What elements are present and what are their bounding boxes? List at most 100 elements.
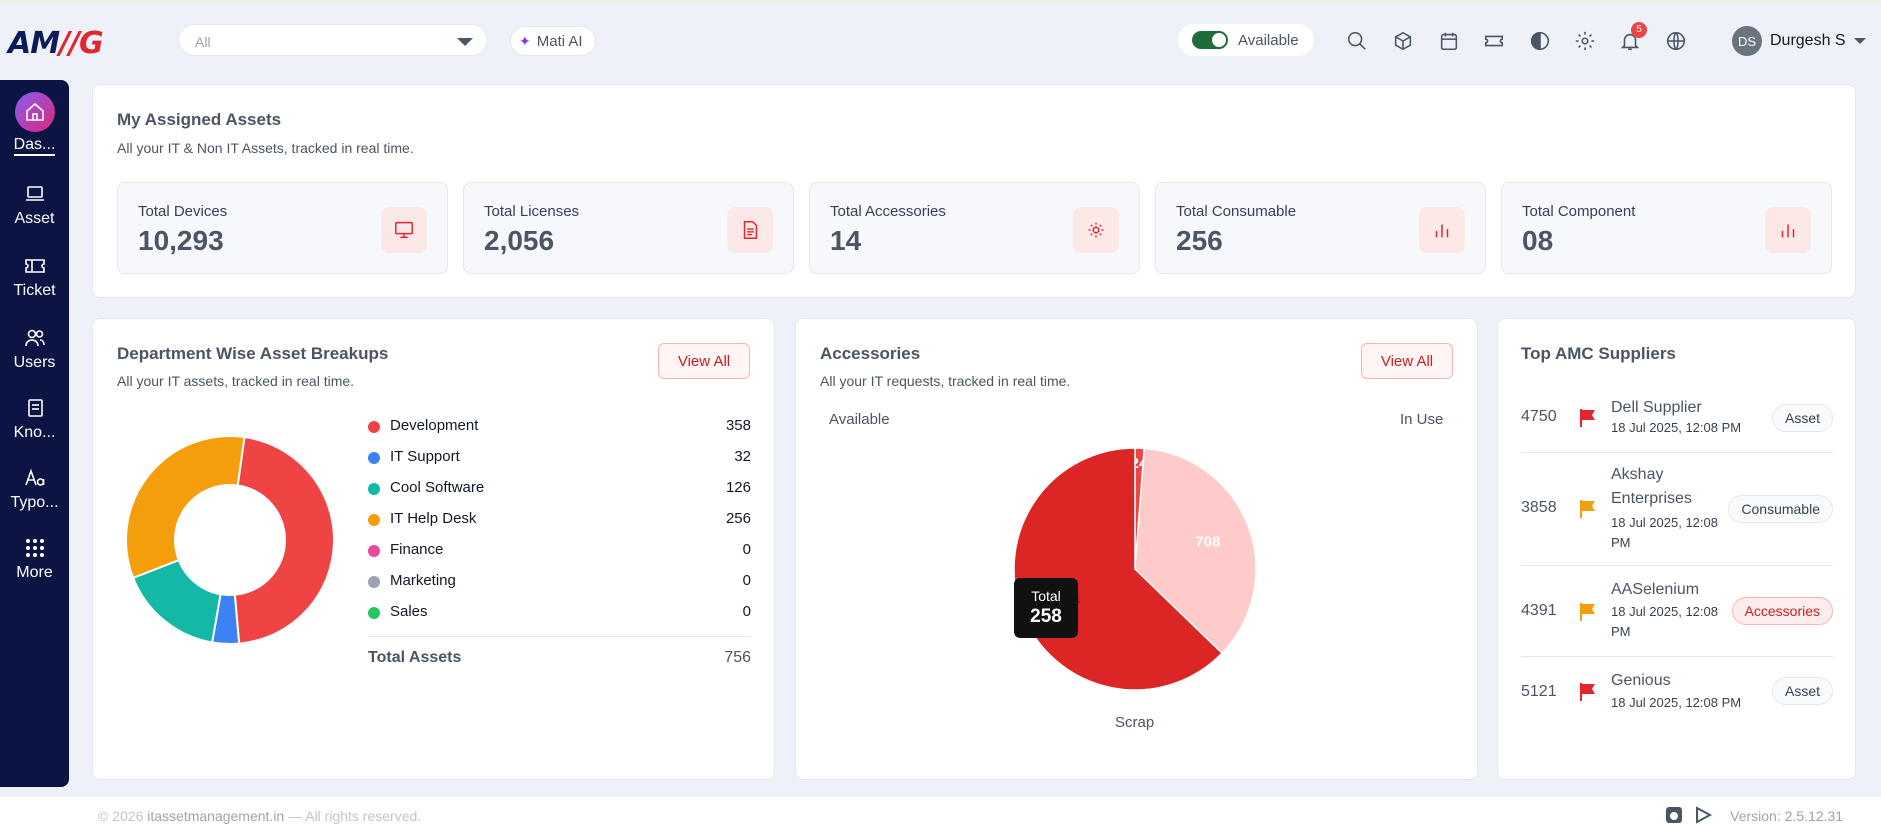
legend-count: 126 xyxy=(725,479,751,496)
legend-count: 256 xyxy=(725,510,751,527)
department-card xyxy=(92,318,775,780)
sidebar-item-label: Users xyxy=(13,354,56,371)
global-search-select[interactable]: All xyxy=(178,24,488,56)
supplier-row[interactable]: 5121 Genious 18 Jul 2025, 12:08 PM Asset xyxy=(1521,657,1833,725)
cube-icon[interactable] xyxy=(1390,28,1416,54)
bell-icon[interactable]: 5 xyxy=(1617,22,1647,54)
legend-dot xyxy=(368,452,380,464)
department-title: Department Wise Asset Breakups xyxy=(117,344,389,363)
legend-count: 0 xyxy=(742,603,751,620)
legend-count: 0 xyxy=(742,572,751,589)
sidebar-item-ticket[interactable]: Ticket xyxy=(0,254,69,300)
toggle-switch[interactable] xyxy=(1192,31,1228,49)
sidebar-item-users[interactable]: Users xyxy=(0,326,69,372)
stat-value: 14 xyxy=(830,225,862,256)
department-donut-chart xyxy=(125,435,335,645)
scrap-legend-label: Scrap xyxy=(1115,714,1155,731)
supplier-row[interactable]: 4750 Dell Supplier 18 Jul 2025, 12:08 PM… xyxy=(1521,390,1833,453)
supplier-tag: Asset xyxy=(1771,677,1833,705)
ticket-icon[interactable] xyxy=(1481,28,1507,54)
flag-icon xyxy=(1580,683,1595,701)
supplier-number: 4750 xyxy=(1521,408,1557,425)
legend-count: 0 xyxy=(742,541,751,558)
department-view-all-button[interactable]: View All xyxy=(658,343,750,379)
legend-label: IT Support xyxy=(390,448,460,465)
sidebar-item-dashboard[interactable]: Das... xyxy=(0,92,69,156)
sidebar-item-label: Ticket xyxy=(13,282,56,299)
accessories-pie-chart: 247081234 xyxy=(1013,447,1257,691)
legend-dot xyxy=(368,421,380,433)
supplier-row[interactable]: 3858 Akshay Enterprises 18 Jul 2025, 12:… xyxy=(1521,453,1833,566)
tooltip-label: Total xyxy=(1031,588,1061,604)
total-assets-label: Total Assets xyxy=(368,649,462,666)
home-icon xyxy=(14,92,55,132)
supplier-number: 4391 xyxy=(1521,602,1557,619)
supplier-name: AASelenium xyxy=(1611,581,1700,598)
mati-ai-label: Mati AI xyxy=(536,32,583,50)
sidebar-item-label: More xyxy=(16,564,53,581)
legend-item[interactable]: Finance 0 xyxy=(368,539,751,570)
legend-item[interactable]: Marketing 0 xyxy=(368,570,751,601)
user-menu[interactable]: DS Durgesh S xyxy=(1732,26,1866,56)
available-legend-label: Available xyxy=(829,411,890,428)
stat-card-accessories[interactable]: Total Accessories 14 xyxy=(809,182,1140,274)
calendar-icon[interactable] xyxy=(1436,28,1462,54)
supplier-name: Dell Supplier xyxy=(1611,399,1702,416)
mati-ai-button[interactable]: ✦ Mati AI xyxy=(510,26,596,56)
globe-icon[interactable] xyxy=(1663,28,1689,54)
sidebar-item-asset[interactable]: Asset xyxy=(0,182,69,228)
sidebar-item-more[interactable]: More xyxy=(0,536,69,582)
supplier-number: 3858 xyxy=(1521,499,1557,516)
legend-item[interactable]: Cool Software 126 xyxy=(368,477,751,508)
legend-item[interactable]: Development 358 xyxy=(368,415,751,446)
top-header: AM//G All ✦ Mati AI Available 5 DS Durge… xyxy=(0,4,1881,74)
supplier-date: 18 Jul 2025, 12:08 PM xyxy=(1611,695,1742,710)
play-store-icon[interactable] xyxy=(1694,806,1712,824)
legend-label: Marketing xyxy=(390,572,456,589)
donut-slice-development[interactable] xyxy=(233,435,335,645)
app-logo[interactable]: AM//G xyxy=(8,26,104,61)
top-accent-line xyxy=(0,0,1881,4)
version-label: Version: 2.5.12.31 xyxy=(1730,808,1843,824)
typography-icon xyxy=(24,468,44,486)
bar-chart-icon xyxy=(1419,207,1465,253)
search-icon[interactable] xyxy=(1344,28,1370,54)
supplier-row[interactable]: 4391 AASelenium 18 Jul 2025, 12:08 PM Ac… xyxy=(1521,566,1833,657)
gear-icon[interactable] xyxy=(1572,28,1598,54)
copyright: © 2026 itassetmanagement.in — All rights… xyxy=(98,808,421,824)
sidebar-item-knowledge[interactable]: Kno... xyxy=(0,396,69,442)
stat-card-devices[interactable]: Total Devices 10,293 xyxy=(117,182,448,274)
chevron-down-icon xyxy=(457,38,473,46)
legend-label: Development xyxy=(390,417,479,434)
availability-toggle[interactable]: Available xyxy=(1178,24,1314,56)
legend-dot xyxy=(368,483,380,495)
legend-item[interactable]: IT Help Desk 256 xyxy=(368,508,751,539)
pie-slice-in-use[interactable] xyxy=(1134,447,1257,655)
sidebar-item-label: Typo... xyxy=(10,494,59,511)
legend-item[interactable]: IT Support 32 xyxy=(368,446,751,477)
user-name: Durgesh S xyxy=(1770,32,1846,49)
assigned-assets-subtitle: All your IT & Non IT Assets, tracked in … xyxy=(117,140,414,156)
supplier-date: 18 Jul 2025, 12:08 PM xyxy=(1611,604,1718,639)
donut-slice-it-help-desk[interactable] xyxy=(125,435,246,580)
sidebar-item-typography[interactable]: Typo... xyxy=(0,466,69,512)
apple-store-icon[interactable] xyxy=(1665,806,1683,824)
users-icon xyxy=(24,329,45,347)
theme-icon[interactable] xyxy=(1527,28,1553,54)
pie-tooltip: Total 258 xyxy=(1014,578,1078,638)
legend-label: Finance xyxy=(390,541,444,558)
footer: © 2026 itassetmanagement.in — All rights… xyxy=(0,797,1881,830)
accessories-view-all-button[interactable]: View All xyxy=(1361,343,1453,379)
site-link[interactable]: itassetmanagement.in xyxy=(147,808,285,824)
tooltip-value: 258 xyxy=(1030,606,1062,627)
stat-value: 08 xyxy=(1522,225,1554,256)
stat-card-component[interactable]: Total Component 08 xyxy=(1501,182,1832,274)
assigned-assets-title: My Assigned Assets xyxy=(117,110,282,129)
stat-card-licenses[interactable]: Total Licenses 2,056 xyxy=(463,182,794,274)
legend-item[interactable]: Sales 0 xyxy=(368,601,751,632)
search-select-value: All xyxy=(195,34,211,50)
avatar: DS xyxy=(1732,26,1762,56)
bar-chart-icon xyxy=(1765,207,1811,253)
flag-icon xyxy=(1580,409,1595,427)
stat-card-consumable[interactable]: Total Consumable 256 xyxy=(1155,182,1486,274)
